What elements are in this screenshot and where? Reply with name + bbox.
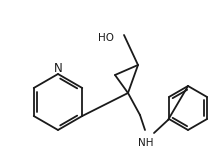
- Text: N: N: [54, 63, 62, 75]
- Text: HO: HO: [98, 33, 114, 43]
- Text: NH: NH: [138, 138, 154, 148]
